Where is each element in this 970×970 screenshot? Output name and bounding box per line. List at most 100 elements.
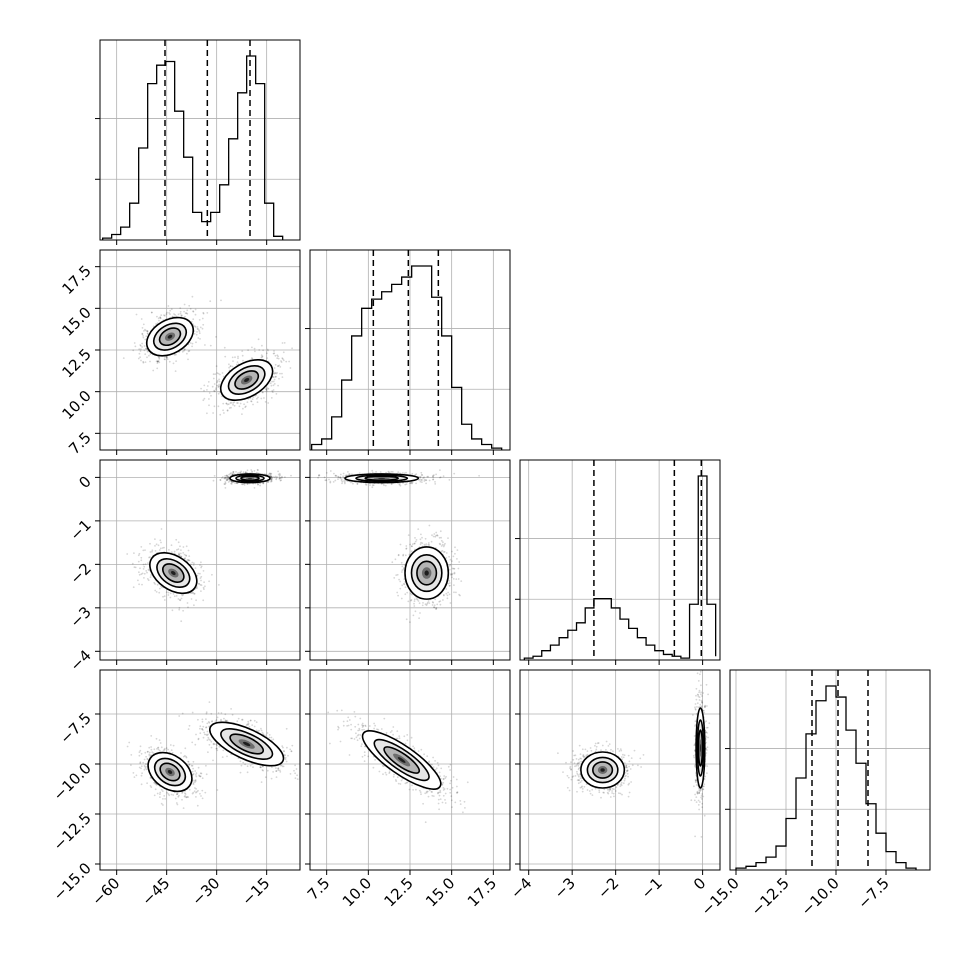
- scatter-point: [279, 372, 281, 375]
- scatter-point: [203, 588, 205, 590]
- scatter-point: [273, 476, 276, 479]
- density-level: [170, 571, 176, 576]
- scatter-point: [280, 479, 282, 482]
- scatter-point: [426, 601, 429, 604]
- scatter-point: [289, 367, 292, 369]
- scatter-point: [200, 565, 203, 568]
- scatter-point: [270, 477, 273, 480]
- scatter-point: [236, 482, 238, 485]
- scatter-point: [402, 583, 405, 585]
- scatter-point: [278, 477, 281, 480]
- scatter-point: [174, 314, 177, 316]
- scatter-point: [410, 550, 413, 553]
- scatter-point: [274, 371, 276, 374]
- scatter-point: [420, 541, 422, 544]
- scatter-point: [195, 774, 197, 776]
- panel-frame: [99, 459, 301, 661]
- scatter-point: [168, 312, 171, 314]
- scatter-point: [439, 476, 442, 478]
- scatter-point: [253, 487, 256, 489]
- scatter-point: [225, 476, 228, 479]
- scatter-point: [196, 804, 199, 807]
- scatter-point: [138, 352, 141, 355]
- scatter-point: [184, 312, 187, 315]
- scatter-point: [445, 588, 448, 590]
- scatter-point: [419, 480, 422, 483]
- scatter-point: [317, 476, 319, 479]
- scatter-point: [193, 790, 196, 793]
- scatter-point: [180, 752, 182, 754]
- scatter-point: [150, 746, 153, 748]
- scatter-point: [224, 481, 227, 483]
- y-tick-label: 15.0: [58, 303, 94, 339]
- scatter-point: [211, 573, 213, 576]
- scatter-point: [271, 478, 273, 481]
- scatter-point: [453, 567, 456, 570]
- scatter-point: [194, 781, 196, 784]
- scatter-point: [339, 473, 342, 476]
- scatter-point: [139, 567, 141, 570]
- scatter-point: [195, 791, 197, 794]
- scatter-point: [401, 565, 404, 568]
- scatter-point: [229, 472, 232, 475]
- density-contour: [156, 558, 191, 589]
- scatter-point: [375, 470, 377, 473]
- scatter-point: [440, 550, 443, 553]
- scatter-point: [162, 804, 164, 806]
- scatter-point: [371, 471, 374, 474]
- scatter-point: [420, 473, 423, 476]
- scatter-point: [139, 745, 142, 748]
- scatter-point: [218, 378, 221, 381]
- scatter-point: [132, 586, 135, 589]
- scatter-point: [140, 774, 143, 777]
- scatter-point: [201, 777, 204, 780]
- scatter-point: [179, 599, 182, 602]
- scatter-point: [160, 314, 163, 316]
- scatter-point: [144, 767, 147, 769]
- scatter-point: [234, 356, 236, 359]
- scatter-point: [145, 570, 148, 572]
- scatter-point: [212, 479, 215, 482]
- scatter-point: [279, 476, 281, 479]
- scatter-point: [405, 483, 408, 486]
- scatter-point: [270, 478, 273, 481]
- scatter-point: [224, 482, 227, 485]
- scatter-point: [147, 568, 150, 571]
- scatter-point: [156, 748, 158, 750]
- scatter-point: [177, 541, 180, 544]
- scatter-point: [439, 603, 442, 606]
- scatter-point: [449, 563, 452, 566]
- scatter-point: [436, 534, 439, 537]
- scatter-point: [229, 365, 232, 368]
- scatter-point: [183, 553, 186, 556]
- scatter-point: [155, 360, 158, 363]
- scatter-point: [185, 554, 187, 557]
- scatter-point: [160, 746, 163, 749]
- scatter-point: [238, 405, 241, 408]
- scatter-point: [175, 538, 178, 541]
- scatter-point: [154, 782, 157, 785]
- scatter-point: [236, 402, 238, 404]
- scatter-point: [155, 784, 158, 786]
- scatter-point: [144, 763, 147, 765]
- scatter-point: [226, 476, 229, 478]
- scatter-point: [276, 354, 279, 357]
- scatter-point: [339, 476, 342, 479]
- scatter-point: [278, 475, 281, 477]
- scatter-point: [205, 764, 207, 767]
- scatter-point: [291, 347, 293, 350]
- scatter-point: [148, 569, 151, 572]
- scatter-point: [219, 479, 222, 482]
- scatter-point: [226, 474, 229, 477]
- scatter-point: [159, 587, 161, 590]
- scatter-point: [388, 471, 390, 474]
- scatter-point: [339, 476, 342, 478]
- scatter-point: [440, 539, 443, 542]
- histogram-step: [102, 55, 284, 240]
- scatter-point: [411, 545, 413, 548]
- density-contour: [355, 474, 409, 483]
- scatter-point: [215, 365, 218, 367]
- scatter-point: [288, 360, 290, 363]
- scatter-point: [275, 372, 278, 375]
- scatter-point: [411, 481, 414, 484]
